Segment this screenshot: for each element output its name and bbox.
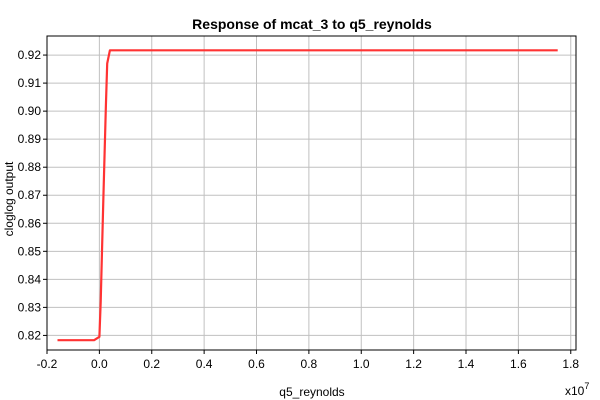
- y-tick-label: 0.92: [18, 48, 42, 62]
- x-axis-multiplier-base: x10: [565, 384, 585, 398]
- x-axis-multiplier-exponent: 7: [584, 381, 589, 391]
- series-layer: [57, 49, 558, 342]
- series-line: [57, 49, 558, 342]
- y-tick-label: 0.82: [18, 328, 42, 342]
- x-tick-label: 1.2: [405, 357, 422, 371]
- y-axis-ticks: 0.82 0.83 0.84 0.85 0.86 0.87 0.88 0.89 0.90 0.91…: [18, 48, 47, 342]
- x-axis-ticks: -0.2 0.0 0.2 0.4 0.6 0.8 1.0 1.2 1.4 1.6 1.8: [37, 350, 579, 371]
- grid: [46, 36, 576, 350]
- y-tick-label: 0.86: [18, 216, 42, 230]
- x-axis-multiplier: x107: [565, 381, 589, 398]
- x-tick-label: 1.6: [510, 357, 527, 371]
- x-tick-label: 1.8: [562, 357, 579, 371]
- x-tick-label: 0.8: [301, 357, 318, 371]
- x-tick-label: 1.4: [458, 357, 475, 371]
- y-tick-label: 0.87: [18, 188, 42, 202]
- y-tick-label: 0.90: [18, 104, 42, 118]
- x-axis-label: q5_reynolds: [279, 385, 344, 399]
- y-tick-label: 0.88: [18, 160, 42, 174]
- x-tick-label: 0.2: [143, 357, 160, 371]
- y-axis-label: cloglog output: [2, 161, 16, 236]
- x-tick-label: -0.2: [37, 357, 58, 371]
- y-tick-label: 0.91: [18, 76, 42, 90]
- y-tick-label: 0.83: [18, 300, 42, 314]
- y-tick-label: 0.89: [18, 132, 42, 146]
- x-tick-label: 0.0: [91, 357, 108, 371]
- plot-frame: [46, 35, 577, 351]
- y-tick-label: 0.85: [18, 244, 42, 258]
- chart-title: Response of mcat_3 to q5_reynolds: [192, 16, 432, 32]
- x-tick-label: 1.0: [353, 357, 370, 371]
- y-tick-label: 0.84: [18, 272, 42, 286]
- x-tick-label: 0.6: [248, 357, 265, 371]
- x-tick-label: 0.4: [196, 357, 213, 371]
